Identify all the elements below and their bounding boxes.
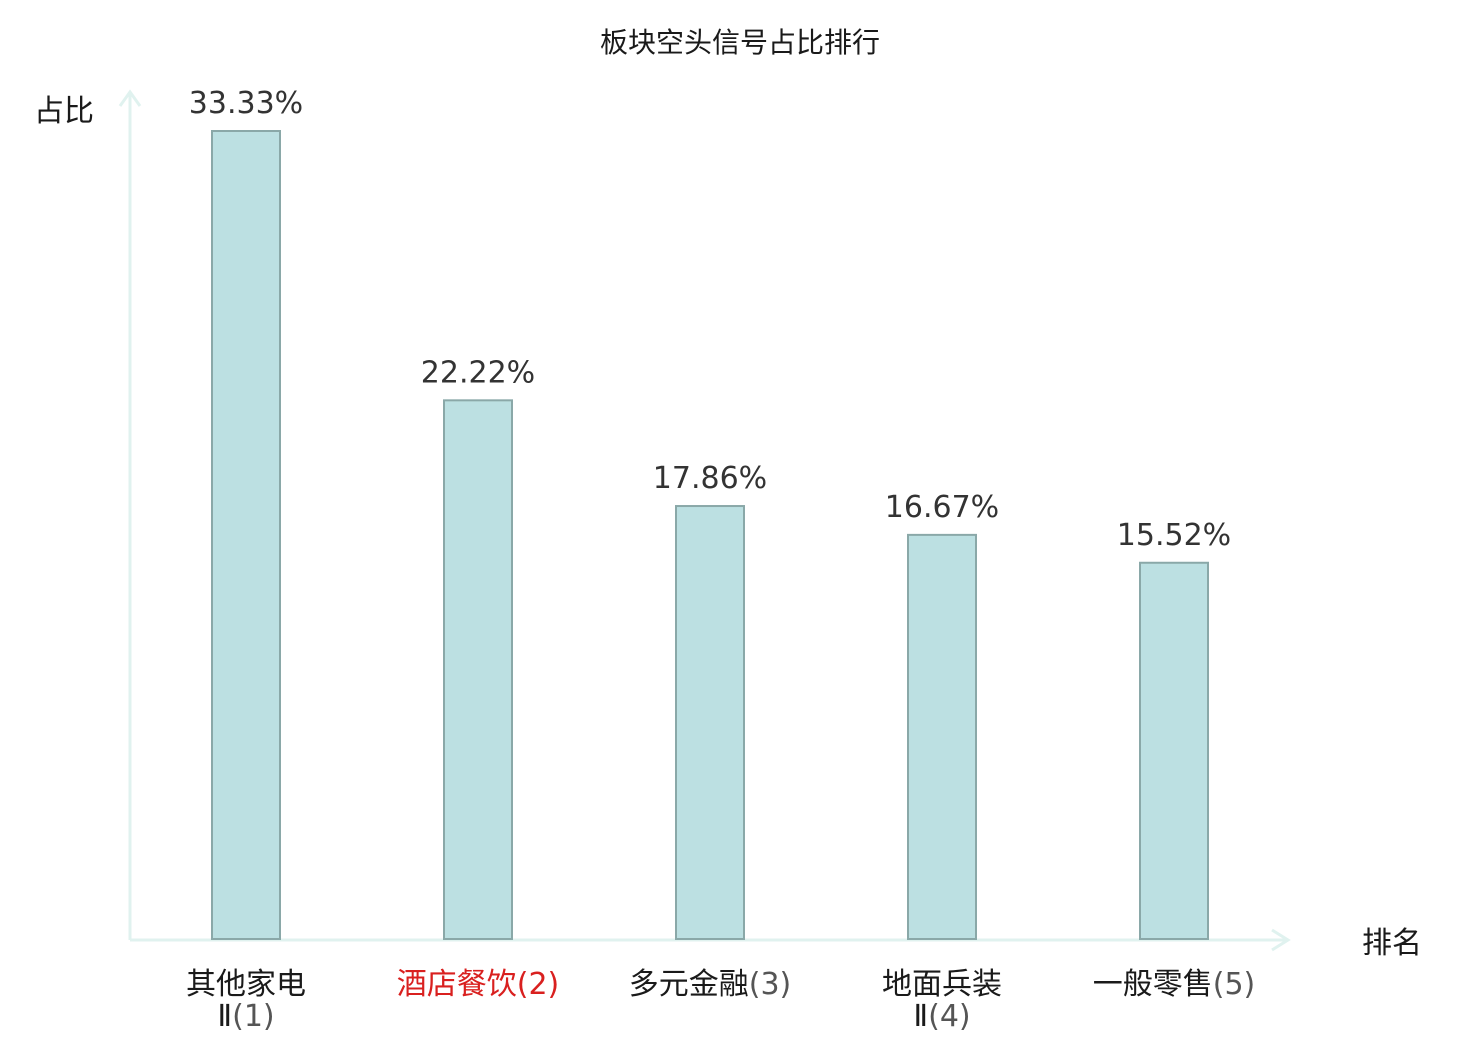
data-label-3: 17.86% <box>653 461 767 496</box>
data-label-1: 33.33% <box>189 86 303 121</box>
data-label-4: 16.67% <box>885 490 999 525</box>
data-label-2: 22.22% <box>421 355 535 390</box>
bar-2 <box>443 399 513 941</box>
bar-1 <box>211 130 281 940</box>
data-label-5: 15.52% <box>1117 518 1231 553</box>
value-labels: 33.33% 22.22% 17.86% 16.67% 15.52% <box>189 86 1231 553</box>
x-tick-label-5: 一般零售(5) <box>1093 967 1256 1002</box>
category-labels: 其他家电 Ⅱ(1) 酒店餐饮(2) 多元金融(3) 地面兵装 Ⅱ(4) 一般零售(5) <box>186 967 1255 1034</box>
x-axis-arrow <box>1271 928 1291 952</box>
x-tick-label-2: 酒店餐饮(2) <box>397 967 560 1002</box>
x-tick-label-4: 地面兵装 Ⅱ(4) <box>882 967 1002 1034</box>
bar-4 <box>907 533 977 940</box>
bars <box>211 130 1209 941</box>
x-axis-label: 排名 <box>1362 926 1422 961</box>
axes <box>118 89 1291 952</box>
y-axis-label: 占比 <box>34 94 94 129</box>
bar-5 <box>1139 561 1209 940</box>
x-tick-label-1: 其他家电 Ⅱ(1) <box>186 967 306 1034</box>
chart-title: 板块空头信号占比排行 <box>600 26 880 59</box>
y-axis-arrow <box>118 89 142 107</box>
x-tick-label-3: 多元金融(3) <box>629 967 792 1002</box>
bar-3 <box>675 505 745 940</box>
